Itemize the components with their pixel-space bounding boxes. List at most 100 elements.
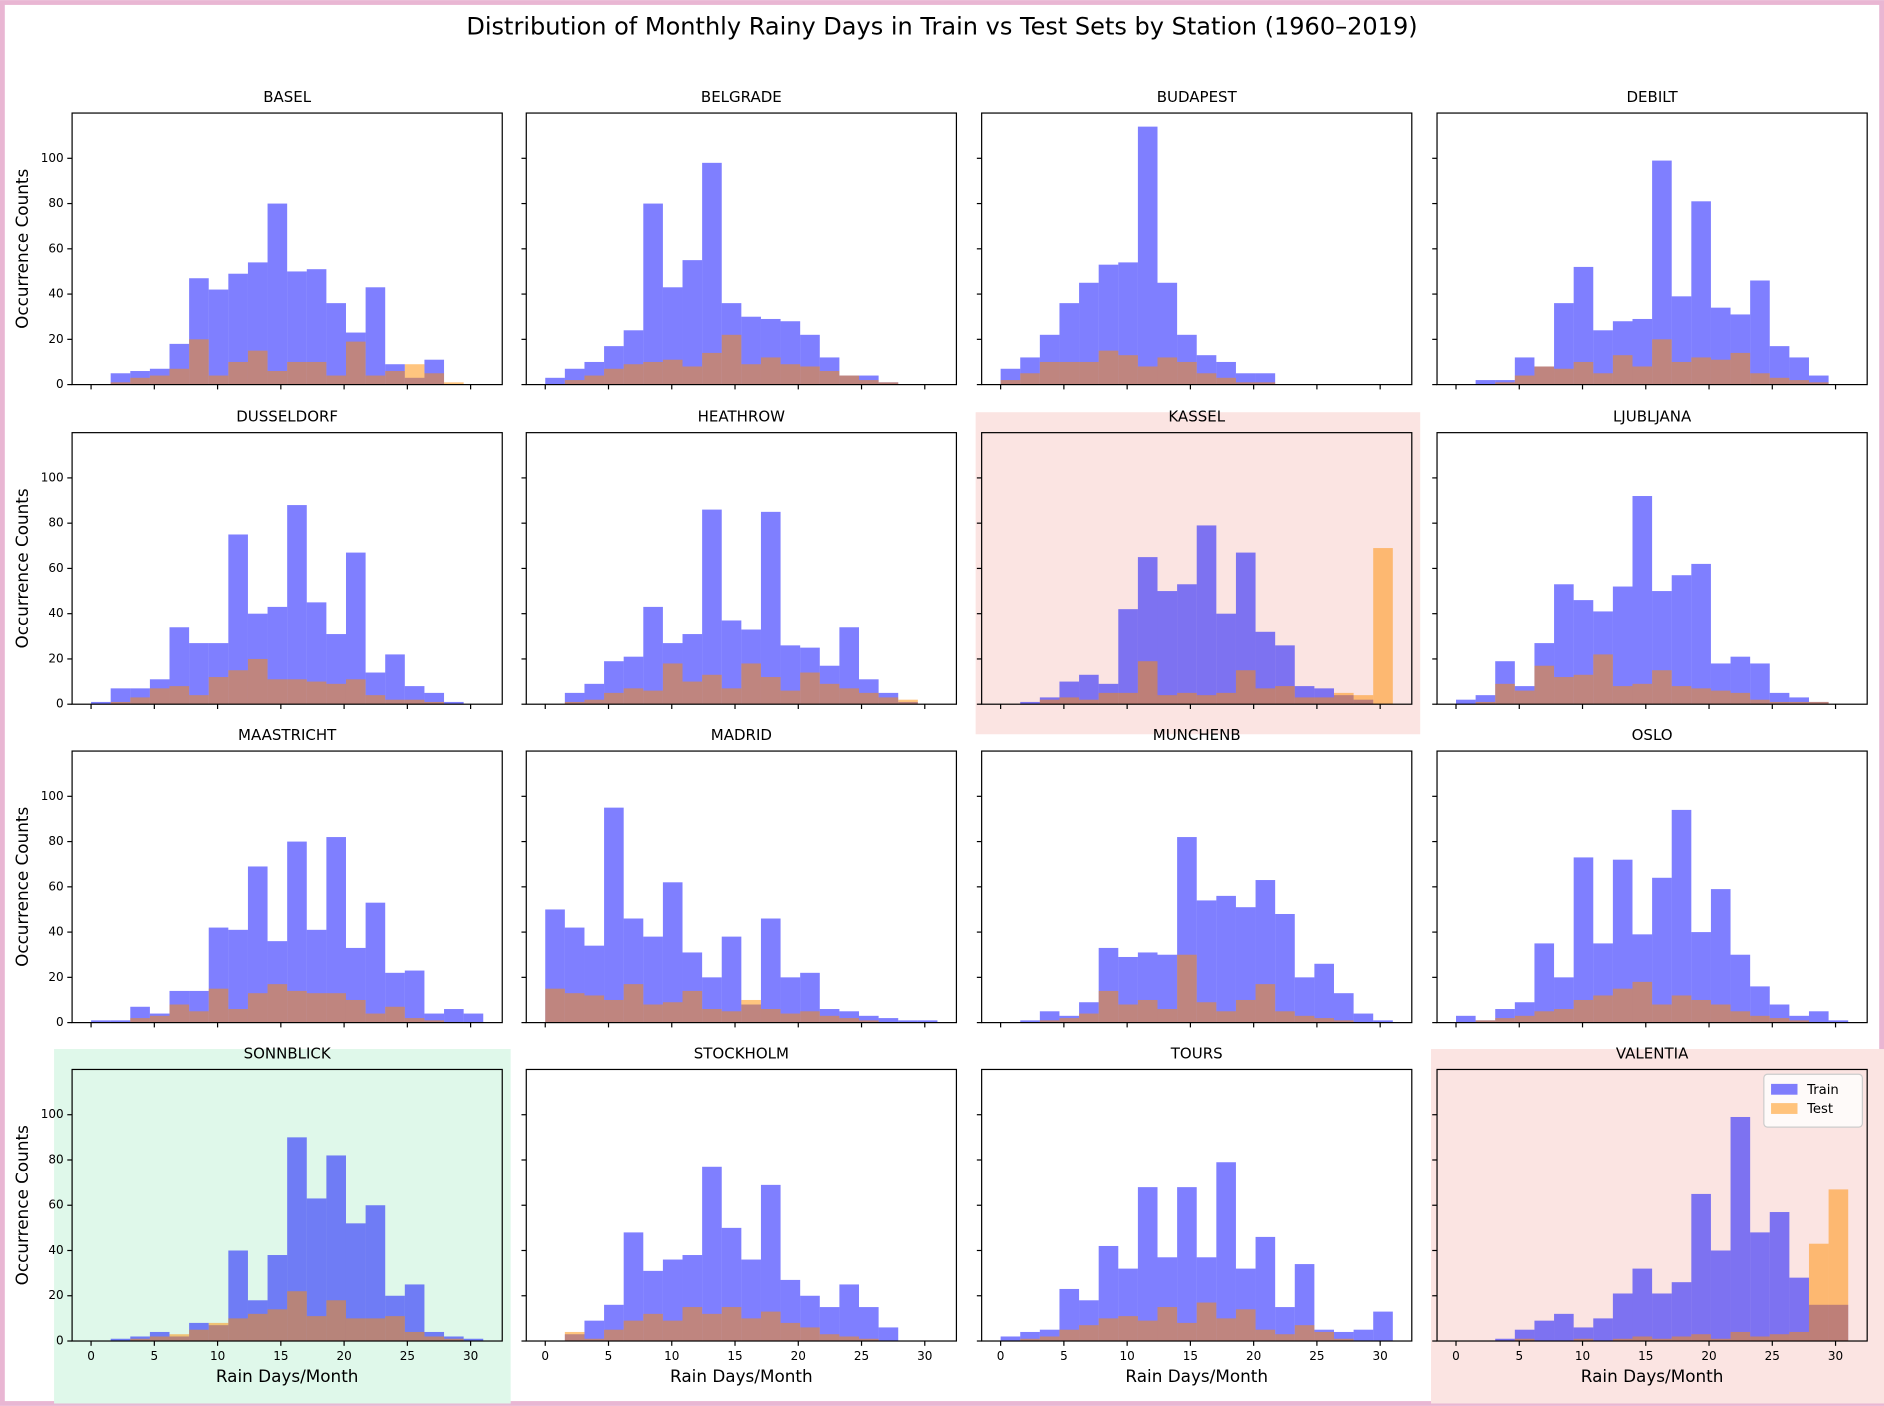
histogram-bar [1710, 889, 1731, 1023]
histogram-bar [1275, 686, 1295, 705]
histogram-bar [444, 1336, 464, 1342]
y-axis-label: Occurrence Counts [12, 169, 32, 329]
histogram-bar [1314, 963, 1334, 1023]
histogram-bar [130, 377, 150, 385]
y-tick-label: 20 [48, 1288, 63, 1302]
histogram-bar [1079, 1013, 1099, 1023]
histogram-bar [1137, 126, 1158, 385]
subplot-title: OSLO [1632, 726, 1673, 744]
histogram-bar [545, 377, 565, 385]
histogram-bar [1534, 665, 1555, 705]
histogram-bar [682, 681, 703, 705]
subplot-title: MADRID [711, 726, 772, 744]
histogram-bar [1216, 613, 1236, 705]
histogram-bar [1137, 999, 1158, 1023]
histogram-bar [859, 692, 879, 705]
histogram-bar [1333, 993, 1354, 1023]
histogram-bar [859, 1020, 879, 1023]
histogram-bar [1593, 1318, 1613, 1342]
histogram-bar [721, 936, 742, 1023]
histogram-bar [1750, 986, 1770, 1023]
histogram-bar [1196, 373, 1217, 385]
y-tick-label: 60 [48, 1198, 63, 1212]
histogram-bar [189, 1011, 209, 1023]
histogram-bar [859, 1015, 879, 1023]
histogram-bar [130, 1338, 150, 1342]
histogram-bar [1769, 1334, 1790, 1342]
x-tick-label: 15 [727, 1349, 742, 1363]
subplot-title: VALENTIA [1616, 1044, 1689, 1062]
legend-swatch [1771, 1103, 1798, 1114]
histogram-bar [702, 509, 722, 705]
histogram-bar [287, 841, 307, 1023]
x-tick-label: 0 [1452, 1349, 1460, 1363]
histogram-bar [345, 341, 366, 385]
histogram-bar [1275, 1334, 1295, 1342]
histogram-bar [623, 984, 644, 1023]
histogram-bar [1671, 995, 1692, 1023]
histogram-bar [228, 929, 248, 1023]
histogram-bar [110, 688, 131, 705]
histogram-bar [365, 1013, 386, 1023]
histogram-bar [1118, 1316, 1138, 1342]
histogram-bar [1020, 701, 1040, 705]
histogram-bar [682, 366, 703, 385]
histogram-bar [385, 371, 405, 385]
histogram-bar [1573, 1338, 1594, 1342]
x-axis-label: Rain Days/Month [670, 1366, 813, 1386]
histogram-bar [404, 1018, 425, 1023]
x-tick-label: 5 [605, 1349, 613, 1363]
histogram-bar [721, 688, 742, 705]
histogram-bar [1769, 377, 1790, 385]
histogram-bar [564, 993, 585, 1023]
histogram-bar [1235, 373, 1256, 385]
histogram-bar [1808, 382, 1829, 385]
histogram-bar [287, 990, 307, 1023]
histogram-bar [839, 1011, 860, 1023]
x-tick-label: 10 [664, 1349, 679, 1363]
histogram-bar [1275, 1307, 1295, 1342]
histogram-bar [228, 670, 248, 705]
histogram-bar [819, 1307, 840, 1342]
histogram-bar [169, 1004, 190, 1023]
histogram-bar [1573, 361, 1594, 385]
histogram-bar [1475, 380, 1496, 385]
histogram-bar [1612, 1338, 1633, 1342]
y-tick-label: 60 [48, 561, 63, 575]
x-axis-label: Rain Days/Month [1125, 1366, 1268, 1386]
histogram-bar [643, 606, 663, 705]
histogram-bar [1593, 995, 1613, 1023]
histogram-bar [1769, 692, 1790, 705]
histogram-bar [228, 1009, 248, 1023]
histogram-bar [1514, 375, 1535, 385]
histogram-bar [1294, 977, 1315, 1023]
histogram-bar [1789, 380, 1809, 385]
histogram-bar [444, 1009, 464, 1023]
histogram-bar [1196, 695, 1217, 705]
histogram-bar [149, 1015, 170, 1023]
histogram-bar [130, 697, 150, 705]
histogram-bar [1294, 697, 1315, 705]
histogram-bar [1333, 1331, 1354, 1342]
legend-swatch [1771, 1083, 1798, 1095]
histogram-bar [1691, 1193, 1711, 1342]
histogram-bar [584, 1338, 605, 1342]
histogram-bar [1514, 1015, 1535, 1023]
x-axis-label: Rain Days/Month [216, 1366, 359, 1386]
histogram-bar [662, 663, 683, 705]
histogram-bar [839, 1336, 860, 1342]
histogram-bar [898, 699, 918, 705]
histogram-bar [306, 1198, 327, 1342]
histogram-bar [1652, 1338, 1672, 1342]
histogram-bar [110, 1338, 131, 1342]
histogram-bar [584, 683, 605, 705]
histogram-bar [780, 1322, 801, 1342]
histogram-bar [721, 334, 742, 385]
histogram-bar [189, 339, 209, 385]
histogram-bar [1059, 1018, 1080, 1023]
histogram-bar [189, 1329, 209, 1342]
histogram-bar [604, 1329, 624, 1342]
histogram-bar [819, 1015, 840, 1023]
histogram-bar [1098, 350, 1119, 385]
histogram-bar [1750, 663, 1770, 705]
